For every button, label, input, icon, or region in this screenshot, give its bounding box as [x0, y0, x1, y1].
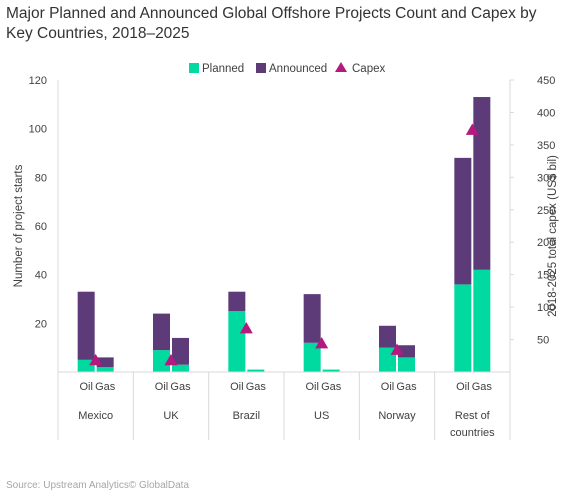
bar-announced — [379, 325, 396, 348]
y2-tick-label: 50 — [537, 335, 549, 347]
x-subcategory-label: Oil — [456, 381, 469, 393]
bars-layer — [77, 97, 491, 372]
bar-planned — [77, 359, 95, 372]
y2-tick-label: 300 — [537, 172, 555, 184]
capex-marker — [89, 353, 103, 366]
legend-label-planned: Planned — [202, 63, 244, 75]
capex-markers — [89, 123, 479, 366]
bar-announced — [153, 313, 170, 351]
bar-planned — [398, 357, 415, 372]
bar-planned — [473, 269, 491, 372]
x-category-label: US — [314, 410, 329, 422]
y2-tick-label: 450 — [537, 75, 555, 87]
x-subcategory-label: Oil — [79, 381, 92, 393]
bar-planned — [303, 342, 321, 372]
y2-tick-label: 150 — [537, 270, 555, 282]
legend: Planned Announced Capex — [189, 62, 385, 75]
y-axis-title: Number of project starts — [13, 164, 25, 287]
chart-title: Major Planned and Announced Global Offsh… — [6, 5, 537, 42]
capex-marker — [465, 123, 479, 135]
bar-announced — [303, 294, 321, 343]
source-note: Source: Upstream Analytics© GlobalData — [6, 480, 190, 491]
y-tick-label: 120 — [29, 75, 47, 87]
bar-planned — [153, 350, 170, 372]
bar-planned — [96, 367, 114, 372]
x-category-label: Mexico — [78, 410, 113, 422]
y2-tick-label: 400 — [537, 107, 555, 119]
x-subcategory-label: Oil — [230, 381, 243, 393]
legend-swatch-announced — [256, 63, 266, 73]
x-subcategory-label: Gas — [246, 381, 267, 393]
y2-tick-label: 250 — [537, 205, 555, 217]
bar-announced — [473, 97, 491, 270]
x-category-label: Brazil — [233, 410, 261, 422]
x-category-label: Rest of — [455, 410, 491, 422]
bar-planned — [454, 284, 472, 372]
legend-swatch-planned — [189, 63, 199, 73]
x-subcategory-label: Oil — [381, 381, 394, 393]
x-subcategory-label: Gas — [396, 381, 417, 393]
legend-label-capex: Capex — [352, 63, 385, 75]
y-tick-label: 60 — [35, 221, 47, 233]
y-tick-label: 20 — [35, 318, 47, 330]
x-subcategory-label: Oil — [155, 381, 168, 393]
y2-tick-label: 200 — [537, 237, 555, 249]
bar-planned — [228, 311, 246, 372]
x-subcategory-label: Gas — [321, 381, 342, 393]
x-subcategory-label: Gas — [472, 381, 493, 393]
bar-planned — [322, 369, 340, 372]
y2-tick-label: 350 — [537, 140, 555, 152]
y2-tick-label: 100 — [537, 302, 555, 314]
y-tick-label: 40 — [35, 270, 47, 282]
bar-planned — [247, 369, 265, 372]
bar-planned — [172, 364, 189, 372]
x-category-label: countries — [450, 427, 495, 439]
x-category-label: Norway — [378, 410, 416, 422]
x-subcategory-label: Oil — [305, 381, 318, 393]
bar-announced — [172, 337, 189, 365]
capex-marker — [164, 353, 178, 366]
bar-announced — [96, 357, 114, 368]
y-tick-label: 100 — [29, 124, 47, 136]
x-subcategory-label: Gas — [170, 381, 191, 393]
capex-marker — [315, 336, 329, 349]
y-axis-ticks: 20 40 60 80 100 120 — [29, 75, 59, 372]
bar-announced — [228, 291, 246, 312]
legend-swatch-capex — [335, 62, 347, 72]
legend-label-announced: Announced — [269, 63, 327, 75]
y-tick-label: 80 — [35, 172, 47, 184]
y2-axis-ticks: 50 100 150 200 250 300 350 400 450 — [509, 75, 555, 372]
y2-axis-title: 2018-2025 total capex (US$ bil) — [547, 155, 559, 317]
capex-marker — [239, 322, 253, 334]
x-category-label: UK — [163, 410, 179, 422]
x-subcategory-label: Gas — [95, 381, 116, 393]
bar-announced — [77, 291, 95, 360]
capex-marker — [390, 343, 404, 355]
bar-announced — [454, 157, 472, 285]
